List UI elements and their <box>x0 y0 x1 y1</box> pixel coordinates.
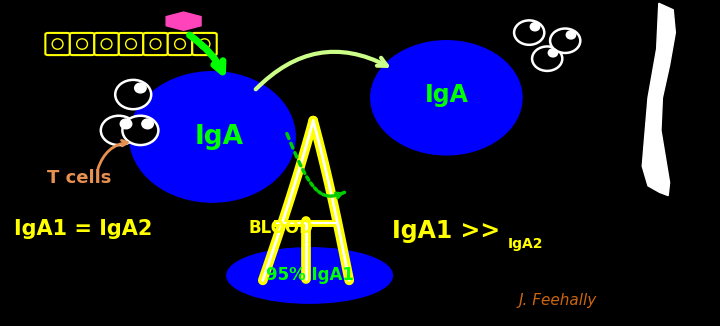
Ellipse shape <box>135 83 146 93</box>
Text: IgA1 >>: IgA1 >> <box>392 219 500 243</box>
Ellipse shape <box>514 20 544 45</box>
FancyBboxPatch shape <box>94 33 119 55</box>
Text: T cells: T cells <box>47 169 111 186</box>
FancyBboxPatch shape <box>45 33 70 55</box>
FancyBboxPatch shape <box>119 33 143 55</box>
FancyBboxPatch shape <box>168 33 192 55</box>
Ellipse shape <box>142 119 153 129</box>
Ellipse shape <box>371 41 522 155</box>
Text: IgA2: IgA2 <box>508 237 543 251</box>
FancyBboxPatch shape <box>192 33 217 55</box>
Ellipse shape <box>531 22 540 31</box>
Polygon shape <box>642 3 675 196</box>
FancyBboxPatch shape <box>70 33 94 55</box>
FancyBboxPatch shape <box>143 33 168 55</box>
Ellipse shape <box>76 39 88 49</box>
Ellipse shape <box>549 49 557 57</box>
Ellipse shape <box>115 80 151 109</box>
Ellipse shape <box>174 39 186 49</box>
Text: IgA: IgA <box>195 124 244 150</box>
Text: 95% IgA1: 95% IgA1 <box>266 266 354 285</box>
Ellipse shape <box>125 39 137 49</box>
Ellipse shape <box>130 72 295 202</box>
Ellipse shape <box>532 46 562 71</box>
Ellipse shape <box>567 31 576 39</box>
Ellipse shape <box>101 116 137 145</box>
Ellipse shape <box>120 119 132 129</box>
Ellipse shape <box>227 248 392 303</box>
Ellipse shape <box>199 39 210 49</box>
Text: IgA1 = IgA2: IgA1 = IgA2 <box>14 219 153 239</box>
Ellipse shape <box>550 28 580 53</box>
Ellipse shape <box>122 116 158 145</box>
Text: BLOOD: BLOOD <box>248 219 313 237</box>
Ellipse shape <box>101 39 112 49</box>
Ellipse shape <box>150 39 161 49</box>
Text: IgA: IgA <box>425 82 468 107</box>
Text: J. Feehally: J. Feehally <box>518 293 597 308</box>
Ellipse shape <box>53 39 63 49</box>
